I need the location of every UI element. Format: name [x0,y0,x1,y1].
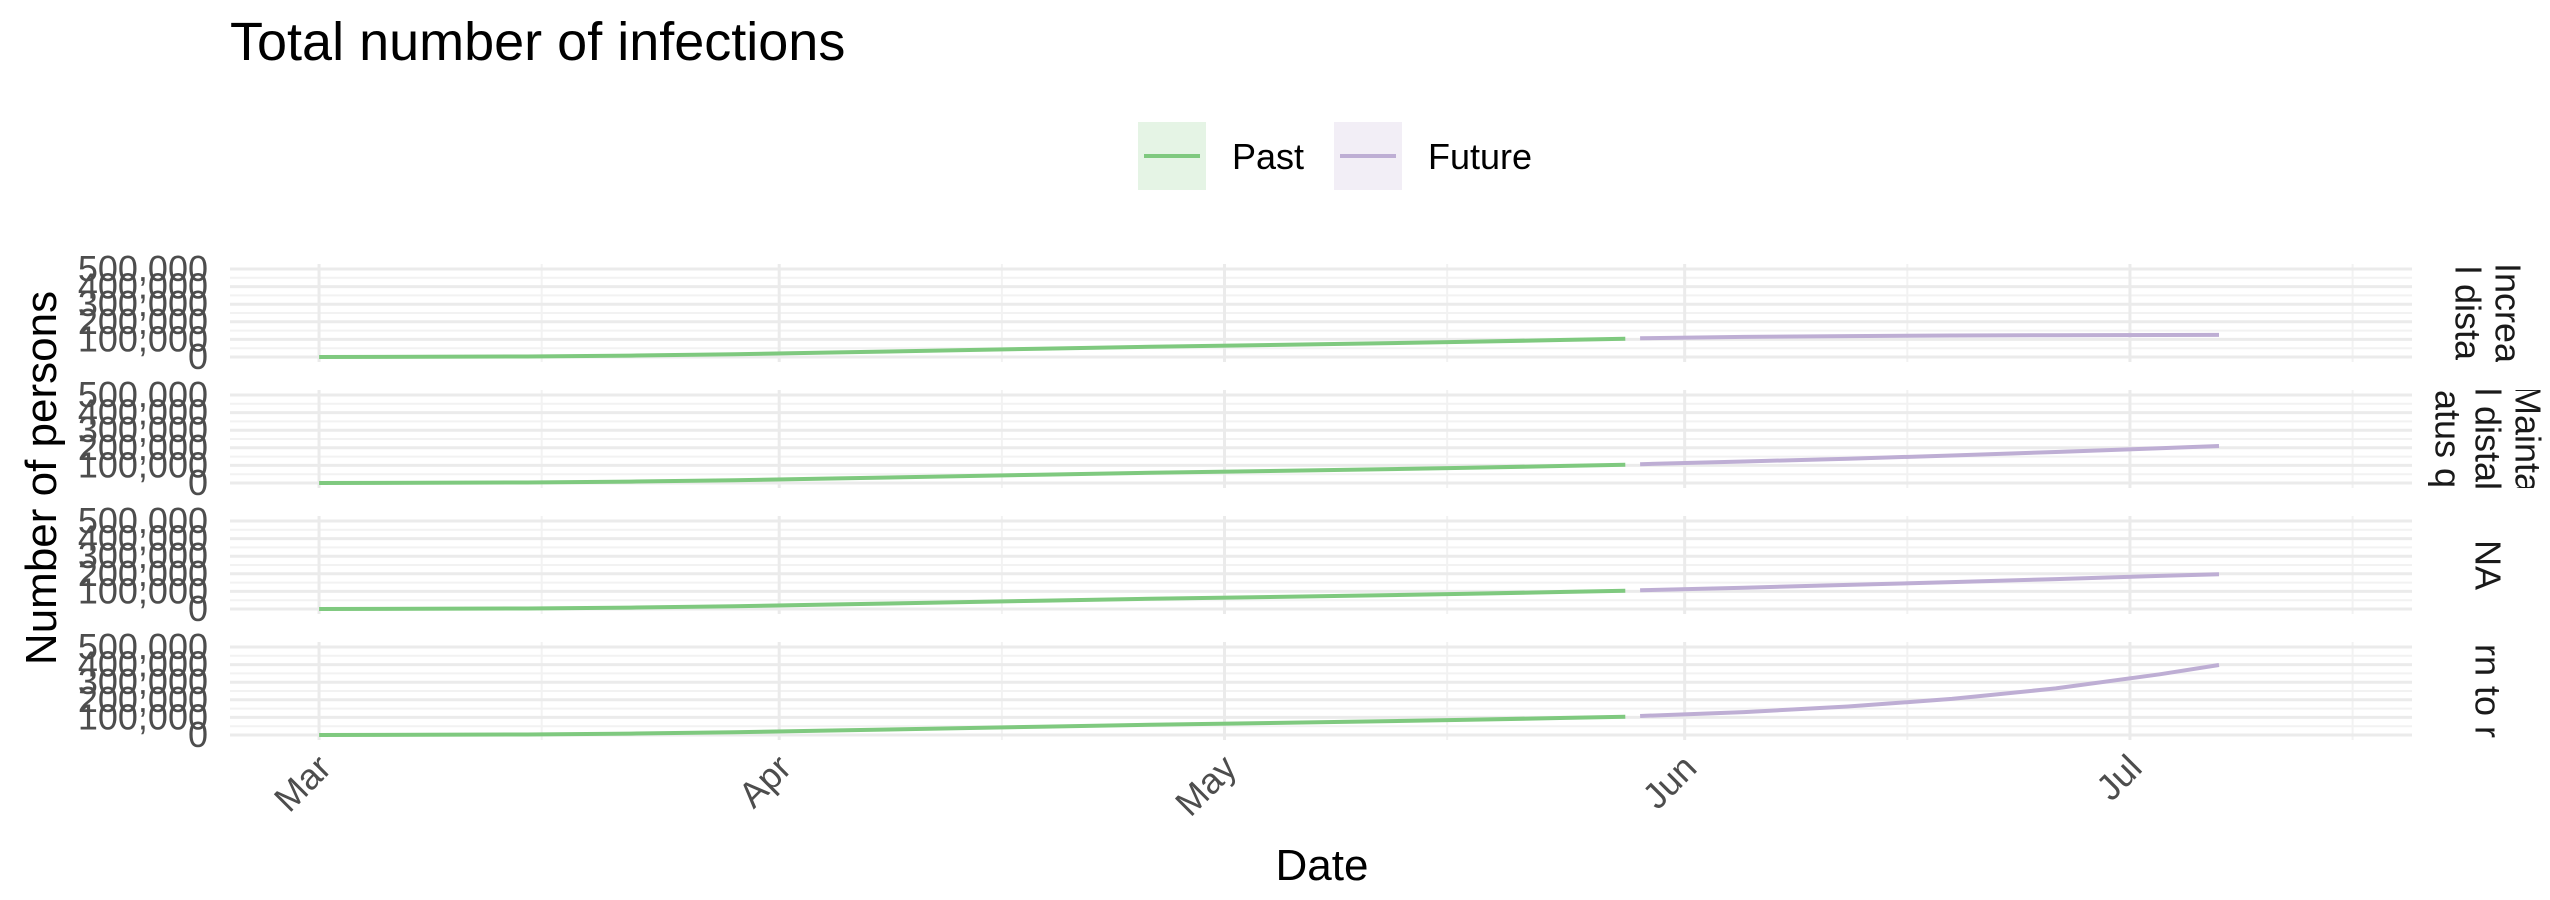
x-tick-label: Apr [730,747,799,816]
y-tick-label: 300,000 [78,661,208,702]
legend-label-past: Past [1232,136,1304,177]
series-line-future [1640,663,2220,718]
series-line-past [319,462,1626,485]
strip-label: l distal [2468,388,2509,490]
y-tick-label: 400,000 [78,266,208,307]
x-tick-label: Mar [266,747,339,820]
legend-label-future: Future [1428,136,1532,177]
x-axis: Mar Apr May Jun Jul [266,747,2150,824]
legend: Past Future [1138,122,1532,190]
y-tick-label: 100,000 [78,570,208,611]
series-line-past [319,714,1626,737]
y-tick-label: 0 [188,462,208,503]
y-tick-label: 300,000 [78,409,208,450]
series-line-past [319,336,1626,359]
series-line-future [1640,572,2220,593]
y-tick-label: 200,000 [78,679,208,720]
y-tick-label: 0 [188,588,208,629]
y-tick-label: 200,000 [78,427,208,468]
y-tick-label: 0 [188,714,208,755]
x-axis-title: Date [1276,841,1369,890]
series-line-future [1640,444,2220,467]
x-tick-label: May [1167,747,1244,824]
y-tick-label: 500,000 [78,500,208,541]
series-line-past [319,588,1626,611]
x-tick-label: Jul [2088,747,2150,809]
strip-label: l dista [2448,266,2489,361]
strip-label: NA [2468,540,2509,590]
strip-label: rn to r [2468,644,2509,738]
y-tick-label: 500,000 [78,248,208,289]
y-tick-label: 400,000 [78,518,208,559]
y-tick-label: 100,000 [78,696,208,737]
y-tick-label: 500,000 [78,626,208,667]
y-tick-label: 200,000 [78,301,208,342]
y-tick-label: 200,000 [78,553,208,594]
y-tick-label: 100,000 [78,318,208,359]
y-tick-label: 300,000 [78,535,208,576]
y-tick-label: 400,000 [78,392,208,433]
x-tick-label: Jun [1634,747,1704,817]
y-tick-label: 0 [188,336,208,377]
y-tick-label: 500,000 [78,374,208,415]
strip-label-group: rn to r [2468,644,2509,738]
strip-label: Increa [2488,263,2529,364]
y-tick-label: 400,000 [78,644,208,685]
series-line-future [1640,332,2220,341]
strip-label-group: NA [2468,540,2509,590]
chart-title: Total number of infections [230,12,845,72]
strip-label: Mainta [2508,385,2549,494]
strip-label: atus q [2428,390,2469,488]
y-tick-label: 300,000 [78,283,208,324]
y-axis-title: Number of persons [17,291,66,665]
y-tick-label: 100,000 [78,444,208,485]
